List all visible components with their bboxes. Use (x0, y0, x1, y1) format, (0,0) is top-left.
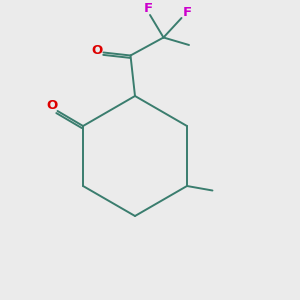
Text: F: F (182, 6, 191, 19)
Text: O: O (46, 99, 58, 112)
Text: F: F (144, 2, 153, 16)
Text: O: O (91, 44, 103, 58)
